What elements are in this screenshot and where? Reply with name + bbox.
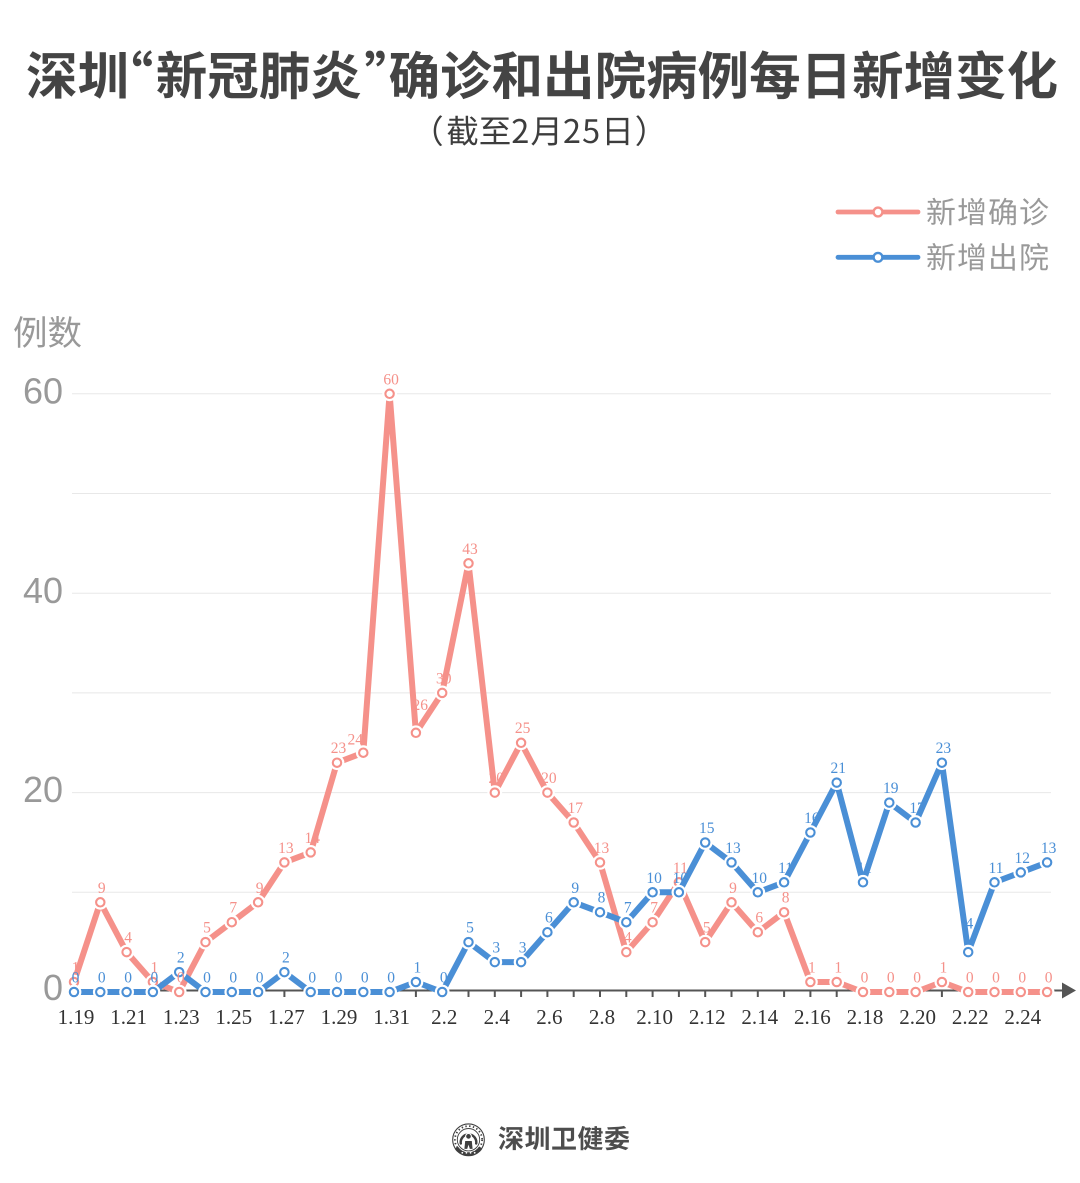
svg-text:0: 0 — [861, 970, 869, 987]
svg-text:60: 60 — [383, 371, 399, 388]
svg-text:5: 5 — [203, 920, 211, 937]
svg-text:7: 7 — [624, 900, 632, 917]
svg-text:20: 20 — [23, 769, 63, 810]
svg-text:10: 10 — [646, 870, 662, 887]
svg-text:13: 13 — [594, 840, 610, 857]
svg-text:1: 1 — [808, 960, 816, 977]
svg-text:0: 0 — [361, 970, 369, 987]
svg-text:1.25: 1.25 — [215, 1005, 252, 1029]
svg-text:26: 26 — [412, 697, 428, 714]
svg-text:11: 11 — [778, 860, 793, 877]
svg-text:1.29: 1.29 — [321, 1005, 358, 1029]
svg-text:1: 1 — [940, 960, 948, 977]
svg-text:9: 9 — [571, 880, 579, 897]
svg-text:13: 13 — [1041, 840, 1057, 857]
svg-text:13: 13 — [278, 840, 294, 857]
svg-text:0: 0 — [1045, 970, 1053, 987]
svg-text:0: 0 — [1018, 970, 1026, 987]
svg-text:2.20: 2.20 — [899, 1005, 936, 1029]
svg-text:2.4: 2.4 — [484, 1005, 511, 1029]
svg-text:0: 0 — [335, 970, 343, 987]
svg-text:25: 25 — [515, 720, 531, 737]
svg-text:0: 0 — [308, 970, 316, 987]
svg-text:2.18: 2.18 — [847, 1005, 884, 1029]
svg-text:1.21: 1.21 — [110, 1005, 147, 1029]
svg-text:2.24: 2.24 — [1004, 1005, 1041, 1029]
svg-text:0: 0 — [177, 970, 185, 987]
svg-text:10: 10 — [673, 870, 689, 887]
svg-text:16: 16 — [804, 810, 820, 827]
svg-text:12: 12 — [1015, 850, 1031, 867]
svg-text:11: 11 — [857, 860, 872, 877]
svg-text:19: 19 — [883, 780, 899, 797]
svg-text:1: 1 — [414, 960, 422, 977]
svg-text:8: 8 — [598, 890, 606, 907]
svg-text:0: 0 — [440, 970, 448, 987]
svg-text:4: 4 — [124, 930, 132, 947]
svg-text:5: 5 — [703, 920, 711, 937]
svg-text:2: 2 — [177, 950, 185, 967]
svg-text:10: 10 — [752, 870, 768, 887]
svg-text:21: 21 — [830, 760, 846, 777]
svg-text:8: 8 — [782, 890, 790, 907]
svg-text:2.10: 2.10 — [636, 1005, 673, 1029]
svg-text:43: 43 — [462, 541, 478, 558]
svg-text:17: 17 — [567, 800, 583, 817]
svg-text:1: 1 — [151, 960, 159, 977]
svg-text:7: 7 — [229, 900, 237, 917]
svg-text:15: 15 — [699, 820, 715, 837]
svg-text:0: 0 — [992, 970, 1000, 987]
svg-text:6: 6 — [755, 910, 763, 927]
svg-text:0: 0 — [387, 970, 395, 987]
svg-text:3: 3 — [492, 940, 500, 957]
svg-text:0: 0 — [229, 970, 237, 987]
svg-text:17: 17 — [909, 800, 925, 817]
svg-text:0: 0 — [887, 970, 895, 987]
svg-text:1.19: 1.19 — [58, 1005, 95, 1029]
svg-text:4: 4 — [624, 930, 632, 947]
svg-text:1: 1 — [72, 960, 80, 977]
svg-text:9: 9 — [98, 880, 106, 897]
svg-text:11: 11 — [989, 860, 1004, 877]
svg-text:0: 0 — [43, 967, 63, 1008]
svg-text:2.2: 2.2 — [431, 1005, 457, 1029]
svg-text:6: 6 — [545, 910, 553, 927]
svg-text:14: 14 — [304, 830, 320, 847]
svg-text:0: 0 — [72, 970, 80, 987]
svg-text:20: 20 — [541, 770, 557, 787]
svg-text:23: 23 — [331, 740, 347, 757]
svg-text:11: 11 — [673, 860, 688, 877]
svg-text:9: 9 — [256, 880, 264, 897]
svg-text:30: 30 — [436, 670, 452, 687]
svg-text:2.14: 2.14 — [741, 1005, 778, 1029]
svg-text:24: 24 — [347, 731, 363, 748]
svg-text:0: 0 — [98, 970, 106, 987]
svg-text:5: 5 — [466, 920, 474, 937]
svg-text:3: 3 — [519, 940, 527, 957]
svg-text:60: 60 — [23, 370, 63, 411]
svg-text:1.23: 1.23 — [163, 1005, 200, 1029]
svg-text:0: 0 — [124, 970, 132, 987]
svg-text:1.27: 1.27 — [268, 1005, 305, 1029]
svg-text:0: 0 — [203, 970, 211, 987]
svg-text:0: 0 — [913, 970, 921, 987]
svg-text:2.8: 2.8 — [589, 1005, 615, 1029]
svg-text:20: 20 — [489, 770, 505, 787]
svg-text:1: 1 — [834, 960, 842, 977]
svg-text:0: 0 — [151, 970, 159, 987]
svg-text:0: 0 — [256, 970, 264, 987]
svg-text:13: 13 — [725, 840, 741, 857]
svg-text:7: 7 — [650, 900, 658, 917]
svg-text:23: 23 — [936, 740, 952, 757]
svg-text:2.12: 2.12 — [689, 1005, 726, 1029]
svg-text:40: 40 — [23, 570, 63, 611]
svg-text:2.6: 2.6 — [536, 1005, 562, 1029]
svg-text:4: 4 — [966, 916, 974, 933]
svg-text:9: 9 — [729, 880, 737, 897]
svg-text:2.22: 2.22 — [952, 1005, 989, 1029]
svg-text:2: 2 — [282, 950, 290, 967]
svg-text:1.31: 1.31 — [373, 1005, 410, 1029]
svg-text:0: 0 — [966, 970, 974, 987]
svg-text:2.16: 2.16 — [794, 1005, 831, 1029]
